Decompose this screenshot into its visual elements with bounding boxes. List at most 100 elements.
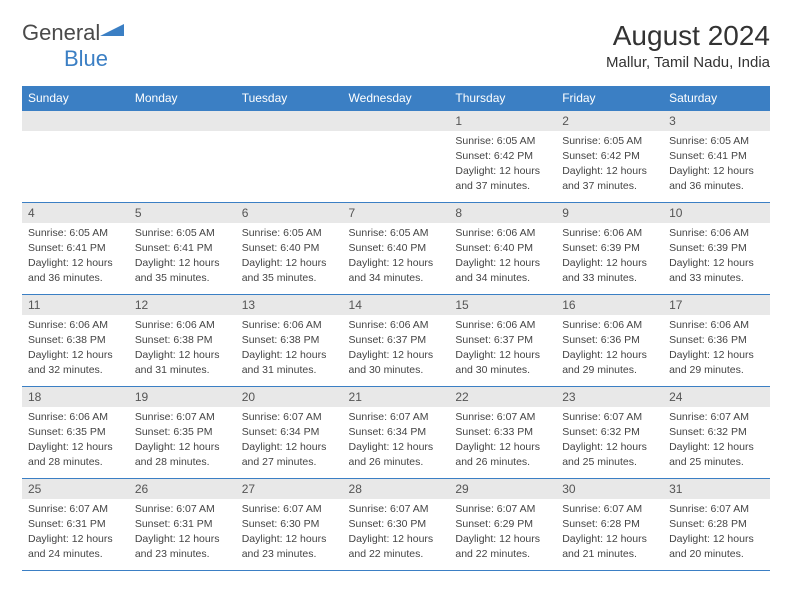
sunrise-line: Sunrise: 6:06 AM — [135, 318, 230, 332]
day-details: Sunrise: 6:07 AMSunset: 6:33 PMDaylight:… — [449, 407, 556, 474]
calendar-day-cell: 13Sunrise: 6:06 AMSunset: 6:38 PMDayligh… — [236, 295, 343, 387]
title-block: August 2024 Mallur, Tamil Nadu, India — [606, 20, 770, 71]
sunrise-line: Sunrise: 6:07 AM — [562, 502, 657, 516]
day-number: 6 — [236, 203, 343, 223]
calendar-day-cell — [22, 111, 129, 203]
day-details: Sunrise: 6:07 AMSunset: 6:31 PMDaylight:… — [22, 499, 129, 566]
calendar-day-cell: 21Sunrise: 6:07 AMSunset: 6:34 PMDayligh… — [343, 387, 450, 479]
sunrise-line: Sunrise: 6:05 AM — [135, 226, 230, 240]
daylight-line: Daylight: 12 hours and 34 minutes. — [349, 256, 444, 284]
daylight-line: Daylight: 12 hours and 28 minutes. — [135, 440, 230, 468]
day-details: Sunrise: 6:07 AMSunset: 6:28 PMDaylight:… — [556, 499, 663, 566]
daylight-line: Daylight: 12 hours and 24 minutes. — [28, 532, 123, 560]
logo-triangle-icon — [100, 20, 124, 38]
sunrise-line: Sunrise: 6:07 AM — [455, 502, 550, 516]
sunrise-line: Sunrise: 6:05 AM — [349, 226, 444, 240]
day-number: 19 — [129, 387, 236, 407]
calendar-day-cell: 9Sunrise: 6:06 AMSunset: 6:39 PMDaylight… — [556, 203, 663, 295]
day-number: 14 — [343, 295, 450, 315]
calendar-day-cell: 30Sunrise: 6:07 AMSunset: 6:28 PMDayligh… — [556, 479, 663, 571]
daylight-line: Daylight: 12 hours and 25 minutes. — [562, 440, 657, 468]
calendar-day-cell: 19Sunrise: 6:07 AMSunset: 6:35 PMDayligh… — [129, 387, 236, 479]
daylight-line: Daylight: 12 hours and 30 minutes. — [349, 348, 444, 376]
day-number: 25 — [22, 479, 129, 499]
sunset-line: Sunset: 6:36 PM — [562, 333, 657, 347]
day-details: Sunrise: 6:07 AMSunset: 6:28 PMDaylight:… — [663, 499, 770, 566]
calendar-day-cell: 23Sunrise: 6:07 AMSunset: 6:32 PMDayligh… — [556, 387, 663, 479]
day-number — [22, 111, 129, 131]
day-number: 18 — [22, 387, 129, 407]
day-number: 12 — [129, 295, 236, 315]
daylight-line: Daylight: 12 hours and 26 minutes. — [349, 440, 444, 468]
sunset-line: Sunset: 6:42 PM — [455, 149, 550, 163]
calendar-week-row: 4Sunrise: 6:05 AMSunset: 6:41 PMDaylight… — [22, 203, 770, 295]
day-number: 22 — [449, 387, 556, 407]
daylight-line: Daylight: 12 hours and 27 minutes. — [242, 440, 337, 468]
daylight-line: Daylight: 12 hours and 22 minutes. — [349, 532, 444, 560]
sunrise-line: Sunrise: 6:07 AM — [349, 502, 444, 516]
daylight-line: Daylight: 12 hours and 35 minutes. — [242, 256, 337, 284]
sunrise-line: Sunrise: 6:07 AM — [242, 502, 337, 516]
day-number: 31 — [663, 479, 770, 499]
day-number: 24 — [663, 387, 770, 407]
calendar-day-cell: 4Sunrise: 6:05 AMSunset: 6:41 PMDaylight… — [22, 203, 129, 295]
daylight-line: Daylight: 12 hours and 33 minutes. — [562, 256, 657, 284]
day-number: 30 — [556, 479, 663, 499]
calendar-day-cell: 18Sunrise: 6:06 AMSunset: 6:35 PMDayligh… — [22, 387, 129, 479]
calendar-day-cell: 6Sunrise: 6:05 AMSunset: 6:40 PMDaylight… — [236, 203, 343, 295]
calendar-table: SundayMondayTuesdayWednesdayThursdayFrid… — [22, 86, 770, 571]
calendar-week-row: 1Sunrise: 6:05 AMSunset: 6:42 PMDaylight… — [22, 111, 770, 203]
sunrise-line: Sunrise: 6:07 AM — [28, 502, 123, 516]
sunrise-line: Sunrise: 6:07 AM — [669, 502, 764, 516]
sunset-line: Sunset: 6:31 PM — [28, 517, 123, 531]
day-number: 28 — [343, 479, 450, 499]
month-title: August 2024 — [606, 20, 770, 52]
day-details: Sunrise: 6:07 AMSunset: 6:30 PMDaylight:… — [343, 499, 450, 566]
day-details: Sunrise: 6:06 AMSunset: 6:36 PMDaylight:… — [556, 315, 663, 382]
day-details: Sunrise: 6:05 AMSunset: 6:40 PMDaylight:… — [236, 223, 343, 290]
day-details: Sunrise: 6:07 AMSunset: 6:35 PMDaylight:… — [129, 407, 236, 474]
daylight-line: Daylight: 12 hours and 26 minutes. — [455, 440, 550, 468]
calendar-body: 1Sunrise: 6:05 AMSunset: 6:42 PMDaylight… — [22, 111, 770, 571]
day-number: 7 — [343, 203, 450, 223]
day-number: 4 — [22, 203, 129, 223]
daylight-line: Daylight: 12 hours and 31 minutes. — [242, 348, 337, 376]
daylight-line: Daylight: 12 hours and 34 minutes. — [455, 256, 550, 284]
day-number: 1 — [449, 111, 556, 131]
sunrise-line: Sunrise: 6:05 AM — [455, 134, 550, 148]
calendar-day-cell: 16Sunrise: 6:06 AMSunset: 6:36 PMDayligh… — [556, 295, 663, 387]
day-number — [343, 111, 450, 131]
day-number: 20 — [236, 387, 343, 407]
day-details: Sunrise: 6:07 AMSunset: 6:31 PMDaylight:… — [129, 499, 236, 566]
sunset-line: Sunset: 6:38 PM — [28, 333, 123, 347]
calendar-day-cell: 11Sunrise: 6:06 AMSunset: 6:38 PMDayligh… — [22, 295, 129, 387]
weekday-header: Tuesday — [236, 86, 343, 111]
day-number — [236, 111, 343, 131]
sunrise-line: Sunrise: 6:06 AM — [562, 226, 657, 240]
daylight-line: Daylight: 12 hours and 23 minutes. — [135, 532, 230, 560]
sunrise-line: Sunrise: 6:05 AM — [562, 134, 657, 148]
calendar-day-cell: 25Sunrise: 6:07 AMSunset: 6:31 PMDayligh… — [22, 479, 129, 571]
sunrise-line: Sunrise: 6:07 AM — [669, 410, 764, 424]
sunset-line: Sunset: 6:40 PM — [455, 241, 550, 255]
sunset-line: Sunset: 6:39 PM — [562, 241, 657, 255]
sunrise-line: Sunrise: 6:05 AM — [28, 226, 123, 240]
sunset-line: Sunset: 6:32 PM — [669, 425, 764, 439]
header: GeneralBlue August 2024 Mallur, Tamil Na… — [22, 20, 770, 72]
calendar-day-cell: 2Sunrise: 6:05 AMSunset: 6:42 PMDaylight… — [556, 111, 663, 203]
sunrise-line: Sunrise: 6:06 AM — [349, 318, 444, 332]
day-number: 16 — [556, 295, 663, 315]
day-number: 10 — [663, 203, 770, 223]
sunrise-line: Sunrise: 6:06 AM — [242, 318, 337, 332]
day-number — [129, 111, 236, 131]
daylight-line: Daylight: 12 hours and 36 minutes. — [28, 256, 123, 284]
sunset-line: Sunset: 6:35 PM — [28, 425, 123, 439]
sunset-line: Sunset: 6:35 PM — [135, 425, 230, 439]
calendar-day-cell: 8Sunrise: 6:06 AMSunset: 6:40 PMDaylight… — [449, 203, 556, 295]
daylight-line: Daylight: 12 hours and 36 minutes. — [669, 164, 764, 192]
sunrise-line: Sunrise: 6:06 AM — [669, 226, 764, 240]
calendar-header-row: SundayMondayTuesdayWednesdayThursdayFrid… — [22, 86, 770, 111]
sunrise-line: Sunrise: 6:07 AM — [349, 410, 444, 424]
day-number: 21 — [343, 387, 450, 407]
day-details: Sunrise: 6:07 AMSunset: 6:30 PMDaylight:… — [236, 499, 343, 566]
